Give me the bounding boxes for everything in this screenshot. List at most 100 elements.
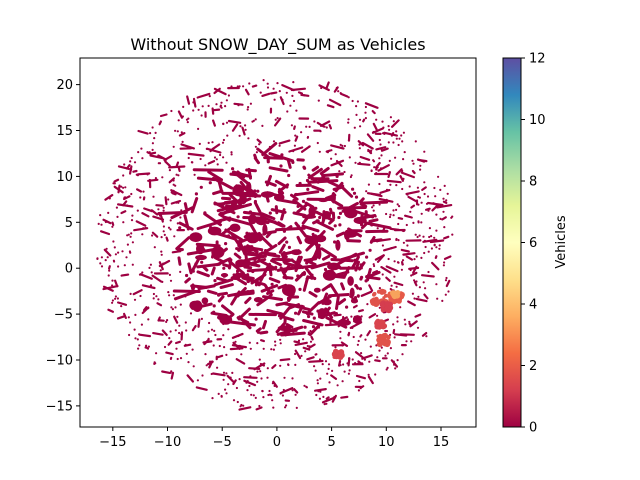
data-point — [222, 266, 226, 270]
data-blob — [314, 234, 327, 243]
data-blob — [322, 211, 332, 220]
data-point — [145, 344, 148, 347]
data-point — [248, 210, 252, 214]
trajectory-segment — [292, 198, 307, 211]
data-point — [372, 263, 375, 266]
data-point — [151, 126, 154, 129]
trajectory-segment — [238, 239, 247, 256]
trajectory-segment — [263, 156, 284, 160]
data-point — [261, 390, 264, 393]
trajectory-segment — [144, 346, 150, 350]
data-point — [443, 261, 446, 264]
trajectory-segment — [359, 202, 368, 208]
trajectory-segment — [233, 252, 242, 260]
data-point — [351, 187, 355, 191]
data-blob — [335, 239, 341, 251]
trajectory-segment — [259, 362, 265, 367]
data-point — [259, 91, 262, 94]
trajectory-segment — [294, 349, 302, 360]
data-point — [415, 255, 418, 258]
trajectory-segment — [224, 228, 244, 242]
trajectory-segment — [186, 374, 194, 383]
data-point — [167, 198, 170, 201]
data-point — [354, 161, 357, 164]
trajectory-segment — [170, 189, 183, 197]
data-point — [348, 369, 351, 372]
data-point — [158, 162, 162, 165]
trajectory-segment — [318, 84, 330, 92]
data-point — [364, 111, 367, 114]
data-point — [281, 394, 284, 397]
data-point — [306, 312, 310, 316]
data-point — [126, 243, 129, 246]
data-point — [347, 118, 350, 121]
data-point — [200, 260, 204, 264]
data-point — [115, 206, 118, 209]
trajectory-segment — [374, 254, 385, 261]
data-point — [349, 175, 352, 179]
data-point — [200, 317, 203, 320]
data-point — [179, 357, 183, 360]
x-tick-label: 15 — [433, 435, 450, 450]
data-point — [125, 256, 128, 259]
data-point — [238, 134, 241, 137]
data-point — [322, 395, 325, 398]
data-point — [129, 292, 132, 295]
data-point — [255, 151, 258, 154]
data-point — [201, 105, 204, 108]
data-point — [140, 323, 143, 326]
trajectory-segment — [191, 325, 197, 332]
data-point — [306, 187, 310, 191]
data-point — [193, 173, 196, 176]
trajectory-segment — [212, 372, 226, 377]
trajectory-segment — [177, 256, 182, 266]
trajectory-segment — [333, 313, 342, 317]
data-point — [298, 287, 302, 291]
data-point — [385, 212, 388, 216]
data-blob — [211, 246, 225, 259]
trajectory-segment — [278, 243, 286, 254]
data-point — [238, 85, 241, 88]
data-point — [256, 380, 259, 383]
trajectory-segment — [272, 380, 278, 388]
data-point — [179, 270, 182, 273]
data-point — [231, 167, 235, 171]
data-point — [314, 369, 317, 372]
data-point — [295, 109, 298, 112]
trajectory-segment — [236, 287, 247, 298]
trajectory-segment — [350, 255, 360, 270]
trajectory-segment — [294, 341, 308, 346]
data-point — [222, 122, 225, 125]
highlight-point — [376, 334, 380, 338]
data-point — [356, 294, 360, 298]
data-point — [185, 329, 188, 332]
data-point — [430, 247, 433, 250]
data-point — [170, 306, 173, 309]
highlight-point — [396, 298, 402, 304]
data-blob — [207, 226, 222, 236]
data-point — [364, 338, 367, 341]
data-point — [216, 366, 219, 369]
trajectory-segment — [414, 313, 422, 318]
trajectory-segment — [443, 255, 452, 260]
colorbar-tick-label: 12 — [529, 52, 546, 67]
data-blob — [308, 205, 316, 217]
highlight-point — [381, 320, 386, 325]
data-point — [203, 211, 207, 215]
data-point — [178, 226, 182, 230]
data-point — [274, 344, 277, 347]
data-point — [219, 153, 222, 157]
data-point — [410, 274, 413, 277]
data-point — [107, 274, 110, 277]
trajectory-segment — [328, 123, 332, 130]
data-point — [395, 285, 398, 288]
trajectory-segment — [294, 221, 308, 238]
data-point — [111, 301, 114, 304]
data-point — [311, 325, 316, 329]
highlight-point — [376, 289, 381, 294]
data-point — [153, 361, 156, 364]
data-point — [423, 181, 426, 184]
highlight-point — [382, 323, 386, 327]
data-point — [423, 150, 426, 153]
trajectory-segment — [175, 161, 180, 168]
